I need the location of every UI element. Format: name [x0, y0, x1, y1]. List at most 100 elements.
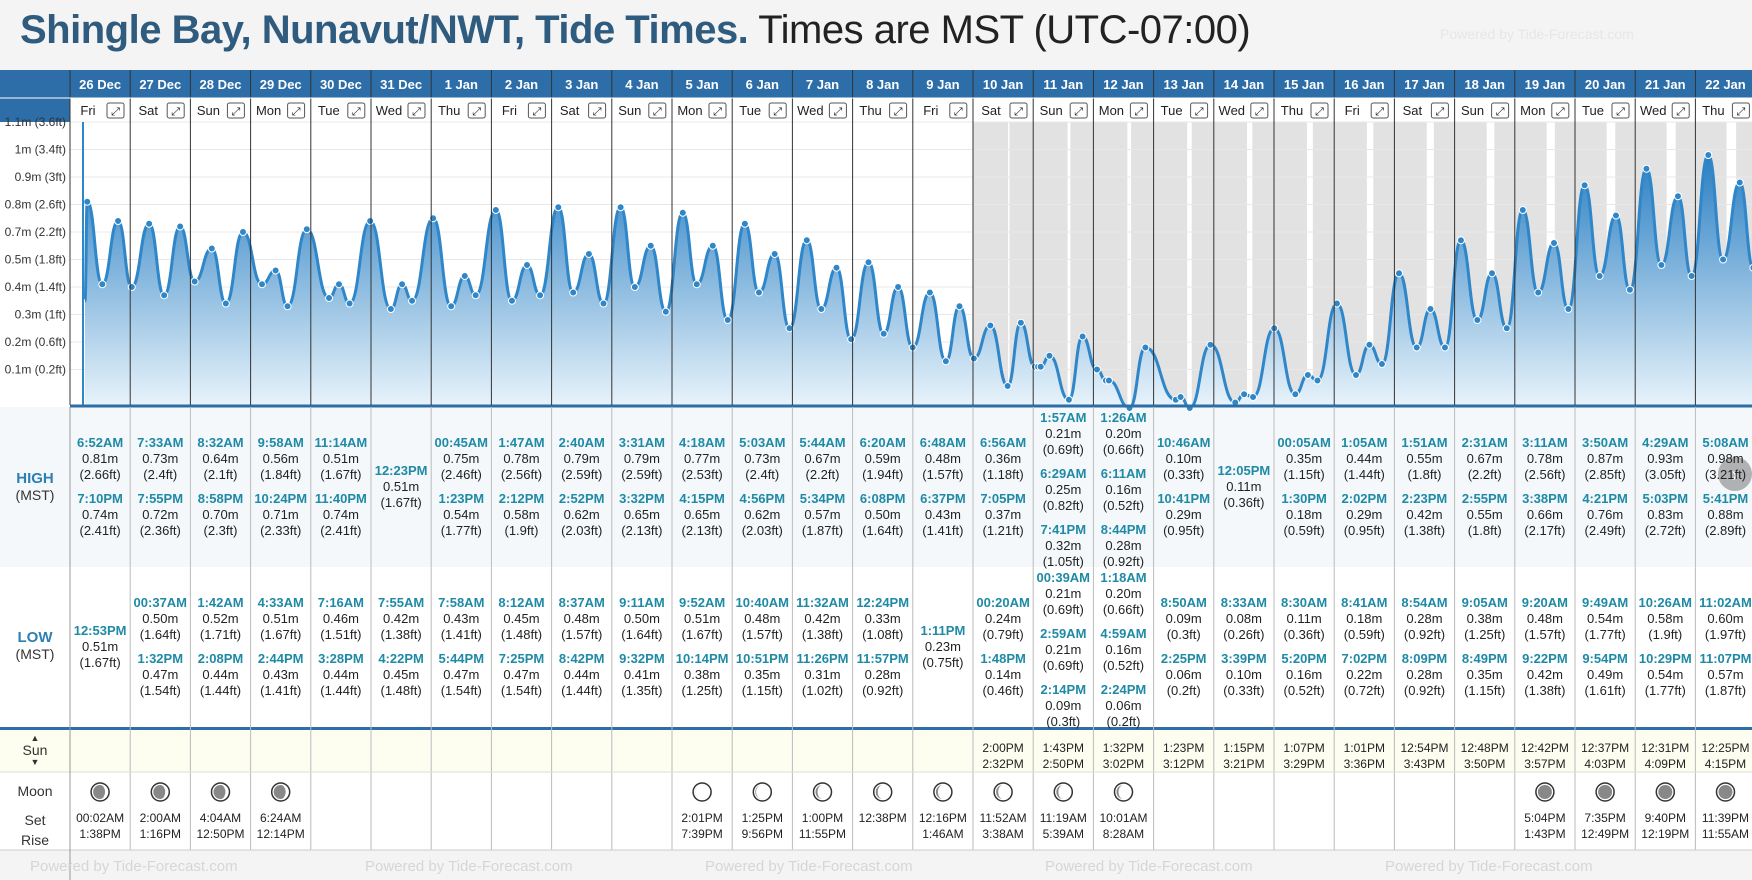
tide-height-ft: (2.56ft) — [1524, 467, 1566, 482]
expand-icon[interactable]: ⤢ — [1671, 102, 1690, 119]
expand-icon[interactable]: ⤢ — [1611, 102, 1630, 119]
tide-point — [523, 261, 532, 269]
tide-height-ft: (1.64ft) — [862, 523, 904, 538]
tide-time: 8:30AM — [1280, 595, 1328, 610]
expand-icon[interactable]: ⤢ — [347, 102, 366, 119]
tide-point — [554, 203, 563, 212]
y-axis-label: 0.9m (3ft) — [15, 170, 66, 184]
expand-icon[interactable]: ⤢ — [1129, 102, 1148, 119]
tide-time: 8:49PM — [1461, 651, 1508, 666]
moonset-time: 7:35PM — [1584, 811, 1626, 825]
expand-icon[interactable]: ⤢ — [407, 102, 426, 119]
footer-bg — [0, 850, 1752, 880]
tide-height-m: 0.41m — [623, 667, 660, 682]
tide-height-ft: (1.02ft) — [801, 683, 844, 698]
expand-icon[interactable]: ⤢ — [1491, 102, 1510, 119]
low-tide-cell: 10:40AM 0.48m (1.57ft) 10:51PM 0.35m (1.15ft) — [733, 595, 791, 755]
moon-cell: 11:19AM 5:39AM — [1034, 810, 1092, 850]
expand-icon[interactable]: ⤢ — [527, 102, 546, 119]
low-tide-cell: 00:20AM 0.24m (0.79ft) 1:48PM 0.14m (0.46ft) — [974, 595, 1032, 755]
moonset-time: 9:40PM — [1644, 811, 1686, 825]
tide-time: 8:41AM — [1341, 595, 1388, 610]
tide-point — [1249, 393, 1258, 401]
expand-icon[interactable]: ⤢ — [1370, 102, 1389, 119]
sun-cell — [432, 740, 490, 776]
sort-arrows-icon-down[interactable]: ▼ — [30, 757, 40, 767]
night-shade — [1191, 122, 1214, 405]
tide-height-ft: (2.41ft) — [79, 523, 121, 538]
low-tide-cell: 12:24PM 0.33m (1.08ft) 11:57PM 0.28m (0.92ft) — [854, 595, 912, 755]
expand-icon-box — [467, 102, 486, 119]
moon-cell: 12:16PM 1:46AM — [914, 810, 972, 850]
expand-icon[interactable]: ⤢ — [828, 102, 847, 119]
expand-icon[interactable]: ⤢ — [949, 102, 968, 119]
tide-height-m: 0.21m — [1045, 642, 1082, 657]
tide-height-ft: (2.4ft) — [143, 467, 178, 482]
expand-icon-box — [1009, 102, 1028, 119]
expand-icon[interactable]: ⤢ — [708, 102, 727, 119]
high-tide-cell: 4:18AM 0.77m (2.53ft) 4:15PM 0.65m (2.13ft) — [673, 435, 731, 595]
expand-icon[interactable]: ⤢ — [467, 102, 486, 119]
tide-time: 1:51AM — [1401, 435, 1448, 450]
expand-icon[interactable]: ⤢ — [226, 102, 245, 119]
tide-height-m: 0.37m — [985, 507, 1022, 522]
expand-icon[interactable]: ⤢ — [1009, 102, 1028, 119]
chevron-right-icon[interactable]: › — [1718, 457, 1752, 491]
expand-icon-glyph: ⤢ — [532, 106, 541, 118]
tide-time: 8:33AM — [1220, 595, 1268, 610]
tide-height-ft: (1.94ft) — [862, 467, 904, 482]
tide-height-ft: (2.03ft) — [741, 523, 783, 538]
date-label: 28 Dec — [200, 77, 242, 92]
tide-time: 9:58AM — [257, 435, 304, 450]
low-tide-cell: 9:49AM 0.54m (1.77ft) 9:54PM 0.49m (1.61ft) — [1576, 595, 1634, 755]
tide-height-ft: (1.38ft) — [380, 627, 422, 642]
moonrise-time: 8:28AM — [1102, 827, 1145, 841]
expand-icon[interactable]: ⤢ — [1731, 102, 1750, 119]
expand-icon[interactable]: ⤢ — [1551, 102, 1570, 119]
expand-icon[interactable]: ⤢ — [768, 102, 787, 119]
date-label: 9 Jan — [926, 77, 959, 92]
y-axis-label: 1.1m (3.6ft) — [5, 115, 66, 129]
date-label: 26 Dec — [79, 77, 121, 92]
expand-icon[interactable]: ⤢ — [1069, 102, 1088, 119]
tide-height-m: 0.60m — [1707, 611, 1744, 626]
tide-height-ft: (0.59ft) — [1283, 523, 1325, 538]
tide-time: 1:32PM — [137, 651, 184, 666]
tide-time: 8:32AM — [197, 435, 244, 450]
low-tide-cell: 7:16AM 0.46m (1.51ft) 3:28PM 0.44m (1.44ft) — [312, 595, 370, 755]
moon-dark — [875, 785, 883, 799]
expand-icon[interactable]: ⤢ — [889, 102, 908, 119]
tide-point — [1488, 269, 1497, 278]
moonset-time: 12:16PM — [918, 811, 967, 825]
tide-height-ft: (2.2ft) — [805, 467, 840, 482]
expand-icon[interactable]: ⤢ — [166, 102, 185, 119]
expand-icon[interactable]: ⤢ — [588, 102, 607, 119]
moonset-time: 11:19AM — [1039, 811, 1087, 825]
sun-label[interactable]: ▲ Sun ▼ — [0, 733, 70, 767]
tide-point — [1440, 343, 1449, 352]
expand-icon[interactable]: ⤢ — [106, 102, 125, 119]
expand-icon[interactable]: ⤢ — [1310, 102, 1329, 119]
tide-point — [398, 280, 407, 289]
tide-height-ft: (0.26ft) — [1223, 627, 1265, 642]
tide-time: 11:40PM — [314, 491, 367, 506]
tide-time: 2:44PM — [257, 651, 304, 666]
tide-point — [1473, 316, 1482, 324]
expand-icon[interactable]: ⤢ — [1250, 102, 1269, 119]
powered-by-top[interactable]: Powered by Tide-Forecast.com — [1440, 26, 1634, 42]
expand-icon-glyph: ⤢ — [1736, 106, 1745, 118]
expand-icon[interactable]: ⤢ — [1190, 102, 1209, 119]
high-tide-cell: 3:31AM 0.79m (2.59ft) 3:32PM 0.65m (2.13ft) — [613, 435, 671, 595]
tide-point — [1518, 206, 1527, 214]
sun-cell — [673, 740, 731, 776]
moonrise-time: 7:39PM — [681, 827, 723, 841]
expand-icon[interactable]: ⤢ — [287, 102, 306, 119]
tide-height-m: 0.20m — [1105, 586, 1142, 601]
expand-icon[interactable]: ⤢ — [1430, 102, 1449, 119]
tide-height-ft: (1.77ft) — [440, 523, 482, 538]
moon-cell: 6:24AM 12:14PM — [252, 810, 310, 850]
sort-arrows-icon[interactable]: ▲ — [30, 733, 40, 743]
tide-time: 2:31AM — [1461, 435, 1508, 450]
expand-icon[interactable]: ⤢ — [648, 102, 667, 119]
tide-time: 9:54PM — [1582, 651, 1628, 666]
